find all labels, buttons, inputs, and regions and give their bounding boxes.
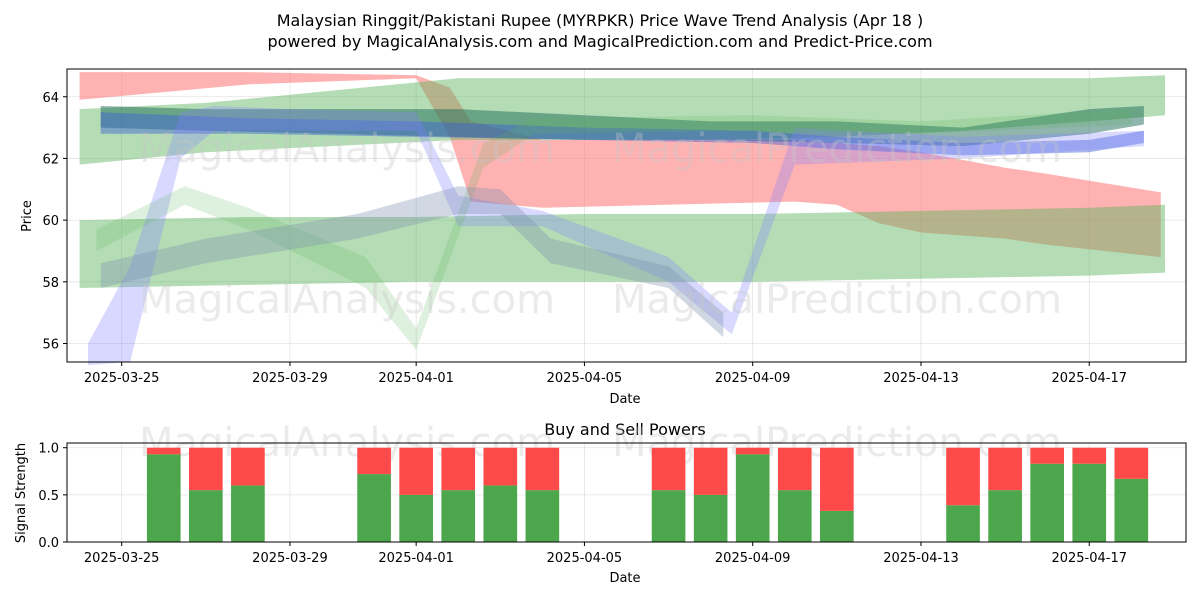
- power-x-ticks: 2025-03-25 2025-03-29 2025-04-01 2025-04-05…: [84, 542, 1127, 566]
- sell-bar: [1114, 447, 1149, 479]
- power-bars: [146, 447, 1149, 542]
- buy-bar: [1114, 478, 1149, 542]
- buy-bar: [820, 510, 854, 542]
- main-y-axis-label: Price: [20, 200, 35, 232]
- sell-bar: [188, 447, 223, 491]
- sell-bar: [483, 447, 518, 486]
- sell-bar: [651, 447, 686, 491]
- buy-bar: [483, 485, 518, 542]
- price-wave-bands: [79, 72, 1166, 366]
- buy-bar: [735, 454, 770, 542]
- buy-bar: [525, 490, 560, 542]
- sell-bar: [146, 447, 181, 455]
- sell-bar: [357, 447, 391, 475]
- main-plot-frame: [66, 68, 1187, 363]
- main-x-axis-label: Date: [609, 392, 640, 407]
- buy-bar: [1072, 463, 1107, 542]
- power-x-tick-label: 2025-04-09: [715, 551, 791, 566]
- main-x-tick-label: 2025-04-13: [883, 371, 959, 386]
- main-y-tick-label: 56: [42, 337, 59, 352]
- sell-bar: [1072, 447, 1107, 464]
- power-chart-title: Buy and Sell Powers: [544, 420, 706, 439]
- main-x-ticks: 2025-03-25 2025-03-29 2025-04-01 2025-04-05…: [84, 362, 1127, 386]
- watermark-prediction-bottom: MagicalPrediction.com: [612, 277, 1062, 323]
- sell-bar: [820, 447, 854, 511]
- wave-band-4: [100, 112, 1144, 156]
- main-y-tick-label: 58: [42, 276, 59, 291]
- wave-band-0: [79, 72, 1161, 258]
- buy-bar: [1030, 463, 1065, 542]
- buy-bar: [651, 490, 686, 542]
- power-x-tick-label: 2025-04-17: [1051, 551, 1127, 566]
- power-x-tick-label: 2025-04-13: [883, 551, 959, 566]
- sell-bar: [693, 447, 728, 495]
- power-y-tick-label: 0.5: [38, 489, 59, 504]
- chart-subtitle: powered by MagicalAnalysis.com and Magic…: [267, 32, 932, 51]
- main-x-tick-label: 2025-04-17: [1051, 371, 1127, 386]
- sell-bar: [525, 447, 560, 491]
- watermark-analysis-top: MagicalAnalysis.com: [139, 126, 555, 172]
- buy-bar: [988, 490, 1022, 542]
- main-x-tick-label: 2025-04-09: [715, 371, 791, 386]
- power-y-ticks: 0.0 0.5 1.0: [38, 442, 67, 551]
- buy-bar: [777, 490, 812, 542]
- watermark-prediction-top: MagicalPrediction.com: [612, 126, 1062, 172]
- power-x-tick-label: 2025-03-25: [84, 551, 160, 566]
- power-y-axis-label: Signal Strength: [14, 443, 29, 543]
- chart-title: Malaysian Ringgit/Pakistani Rupee (MYRPK…: [277, 11, 923, 30]
- wave-band-5: [88, 106, 1144, 366]
- main-y-ticks: 56 58 60 62 64: [42, 91, 67, 352]
- main-y-tick-label: 62: [42, 152, 59, 167]
- power-plot-frame: [66, 442, 1187, 543]
- sell-bar: [441, 447, 476, 491]
- wave-band-7: [100, 186, 724, 338]
- buy-bar: [946, 505, 980, 542]
- sell-bar: [231, 447, 265, 486]
- buy-bar: [188, 490, 223, 542]
- buy-bar: [146, 454, 181, 542]
- power-x-axis-label: Date: [609, 571, 640, 586]
- sell-bar: [399, 447, 433, 495]
- main-x-tick-label: 2025-04-01: [378, 371, 454, 386]
- sell-bar: [777, 447, 812, 491]
- power-x-tick-label: 2025-04-05: [547, 551, 623, 566]
- wave-band-3: [100, 106, 1144, 147]
- sell-bar: [735, 447, 770, 455]
- power-y-tick-label: 1.0: [38, 442, 59, 457]
- buy-bar: [693, 494, 728, 542]
- sell-bar: [988, 447, 1022, 491]
- sell-bar: [946, 447, 980, 506]
- buy-bar: [357, 474, 391, 542]
- power-y-tick-label: 0.0: [38, 536, 59, 551]
- main-x-tick-label: 2025-03-25: [84, 371, 160, 386]
- power-x-tick-label: 2025-04-01: [378, 551, 454, 566]
- main-watermarks: MagicalAnalysis.com MagicalPrediction.co…: [139, 126, 1062, 323]
- wave-band-2: [79, 204, 1166, 288]
- buy-bar: [231, 485, 265, 542]
- sell-bar: [1030, 447, 1065, 464]
- buy-bar: [441, 490, 476, 542]
- power-x-tick-label: 2025-03-29: [252, 551, 328, 566]
- main-x-tick-label: 2025-04-05: [547, 371, 623, 386]
- buy-sell-power-chart: Buy and Sell Powers MagicalAnalysis.com …: [14, 420, 1187, 586]
- main-y-tick-label: 64: [42, 91, 59, 106]
- price-wave-chart: MagicalAnalysis.com MagicalPrediction.co…: [20, 68, 1187, 407]
- main-y-tick-label: 60: [42, 214, 59, 229]
- main-x-tick-label: 2025-03-29: [252, 371, 328, 386]
- watermark-analysis-bottom: MagicalAnalysis.com: [139, 277, 555, 323]
- buy-bar: [399, 494, 433, 542]
